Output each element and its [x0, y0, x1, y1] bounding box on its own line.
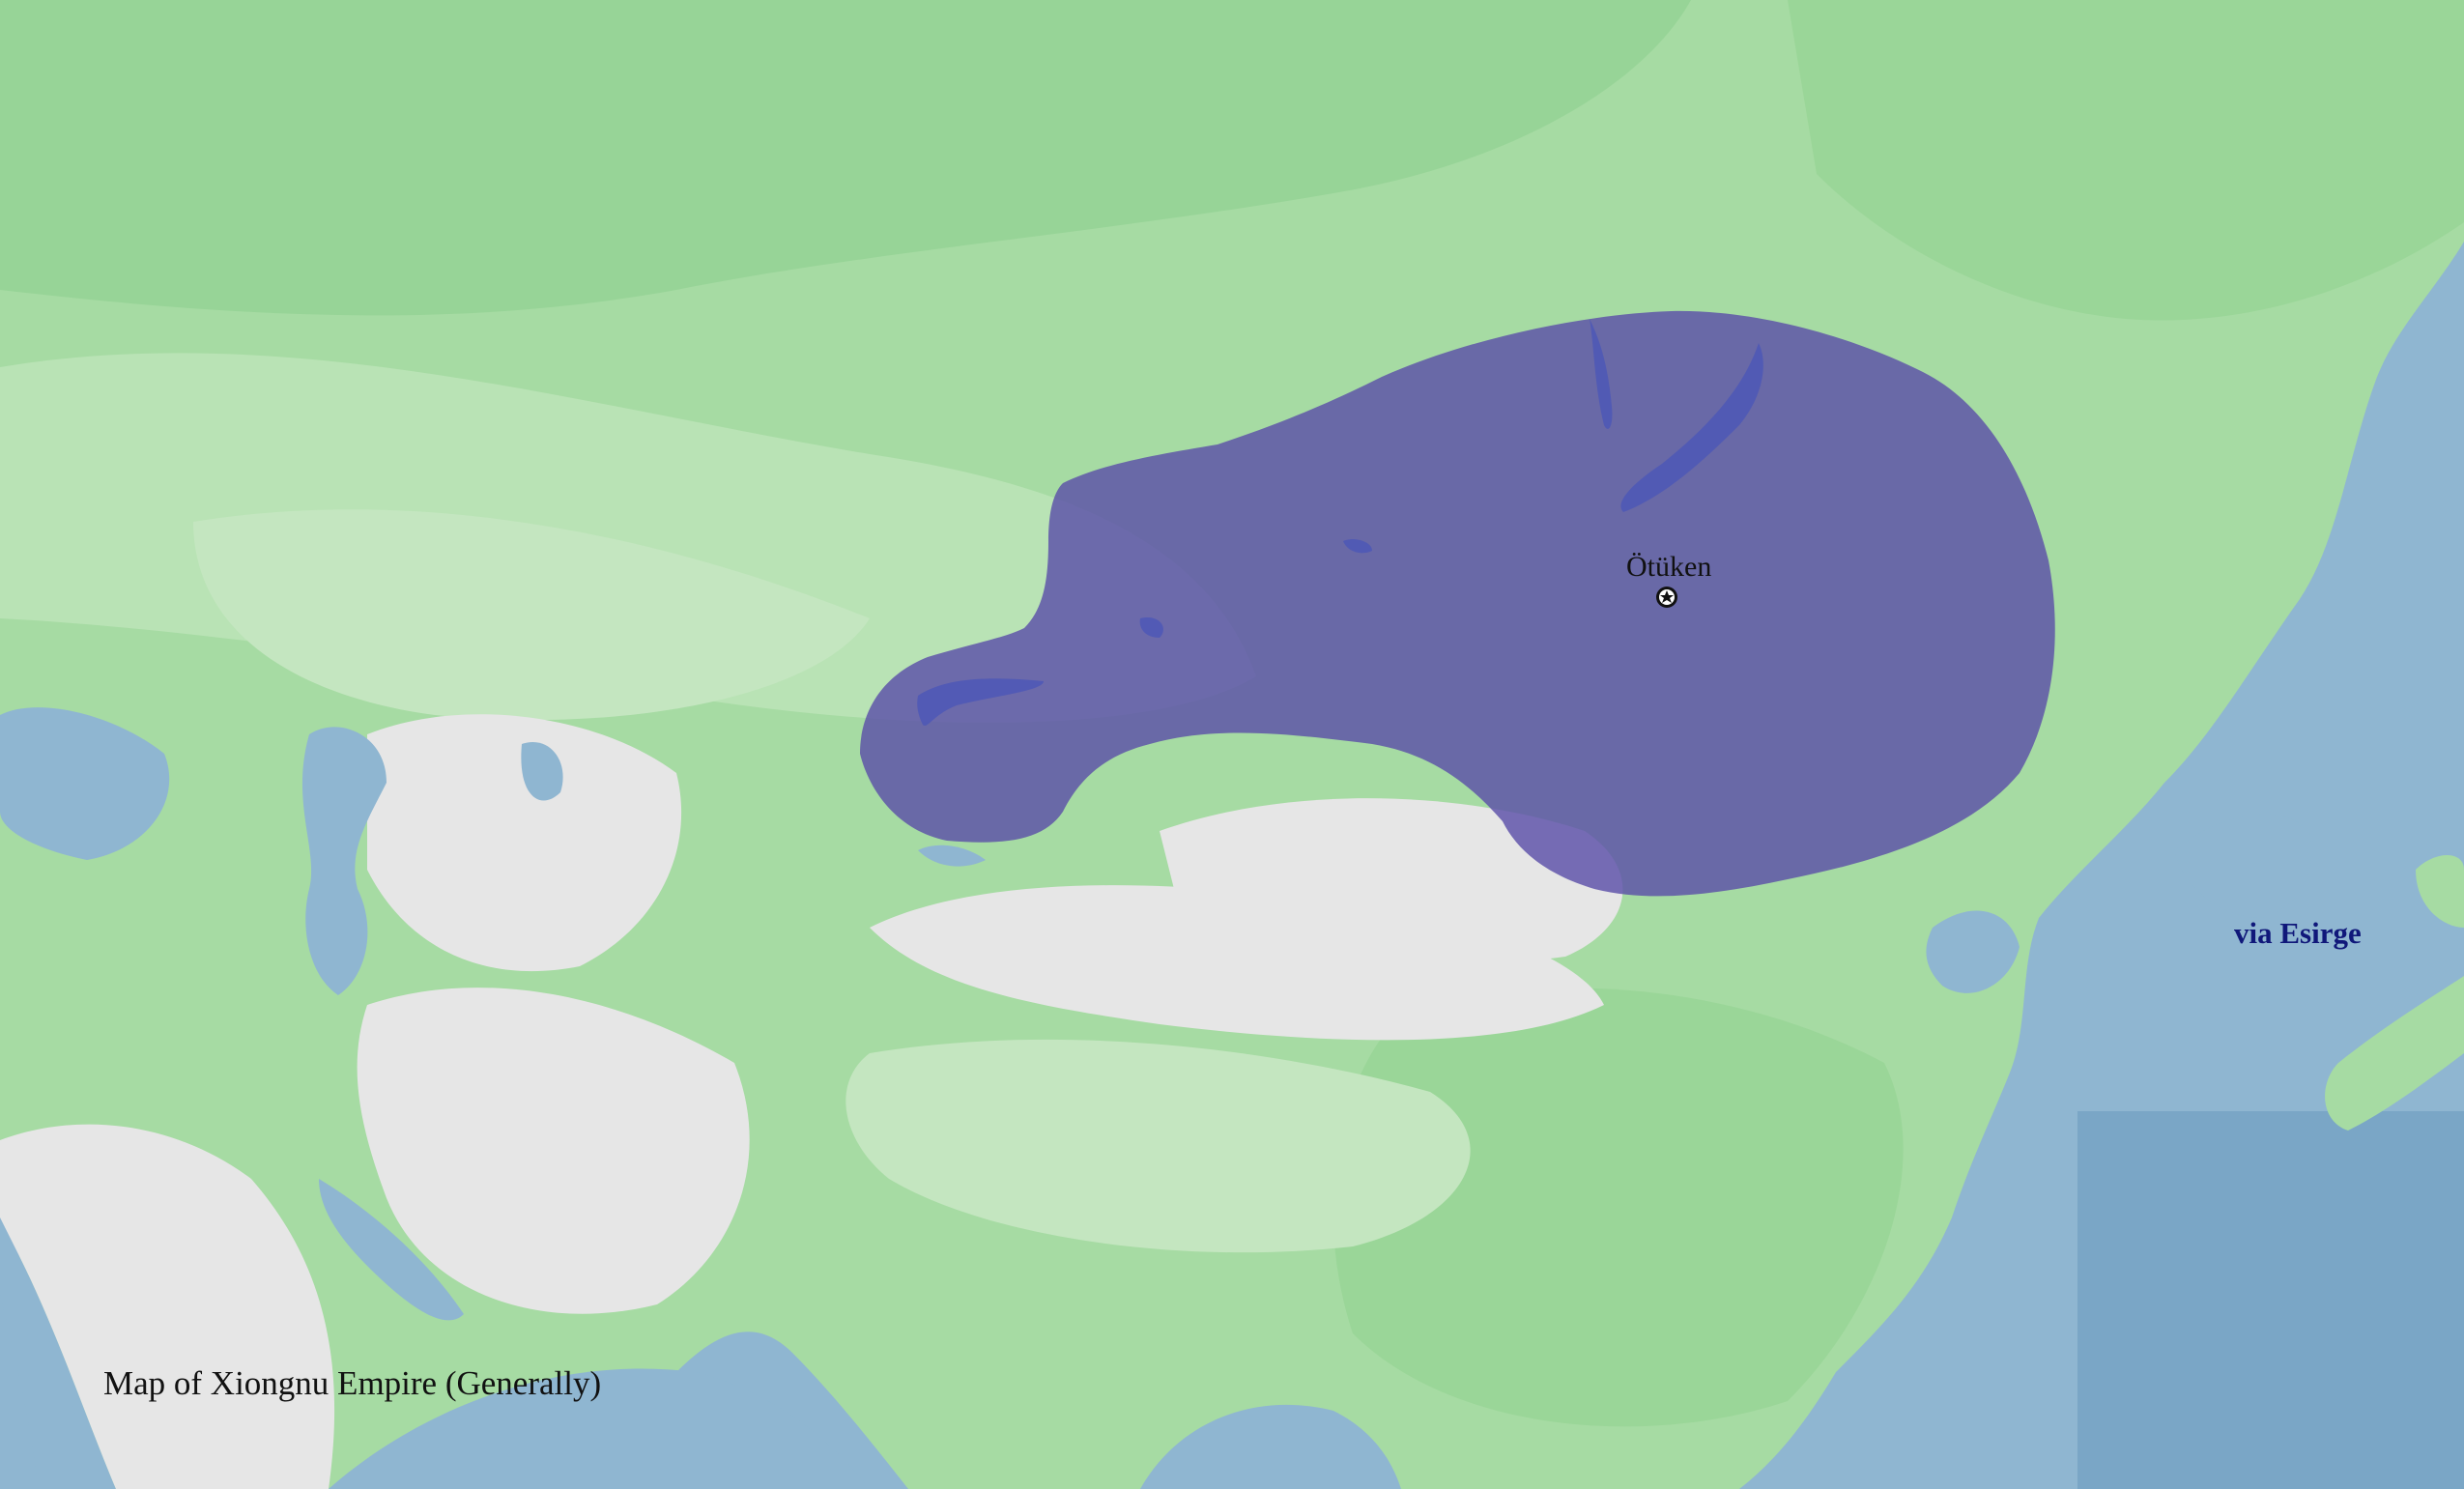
- map-title: Map of Xiongnu Empire (Generally): [103, 1364, 602, 1402]
- desert-iran: [357, 988, 750, 1314]
- japan: [2325, 976, 2464, 1131]
- aral-sea: [521, 742, 563, 801]
- forest-southeast: [1332, 988, 1904, 1427]
- arabian-sea: [329, 1368, 870, 1489]
- deep-sea-pacific: [2077, 1111, 2464, 1489]
- desert-karakum: [367, 714, 682, 972]
- red-sea: [0, 1256, 77, 1489]
- persian-gulf: [319, 1179, 464, 1321]
- forest-northeast: [1788, 0, 2464, 321]
- lake-baikal: [1620, 343, 1763, 512]
- capital-label: Ötüken: [1626, 551, 1712, 583]
- lake-zaysan: [917, 678, 1044, 726]
- lake-khovsgol: [1590, 319, 1613, 429]
- yellow-sea-bohai: [1926, 910, 2020, 993]
- lake-western: [1139, 617, 1163, 638]
- forest-north: [0, 0, 1691, 316]
- plateau-tibet: [845, 1039, 1471, 1253]
- capital-star-icon: [1656, 587, 1677, 608]
- desert-gobi: [1160, 798, 1623, 963]
- bay-of-bengal: [1140, 1404, 1401, 1489]
- lake-uvs: [1343, 539, 1372, 554]
- empire-region: [860, 310, 2055, 897]
- hokkaido: [2416, 855, 2464, 928]
- caspian-sea: [301, 727, 387, 995]
- attribution-label: via Esirge: [2234, 916, 2362, 950]
- lake-balkhash: [918, 845, 986, 867]
- steppe-light: [193, 509, 870, 721]
- sea-of-japan: [2174, 814, 2312, 918]
- desert-arabia: [0, 1124, 335, 1489]
- black-sea: [0, 707, 170, 860]
